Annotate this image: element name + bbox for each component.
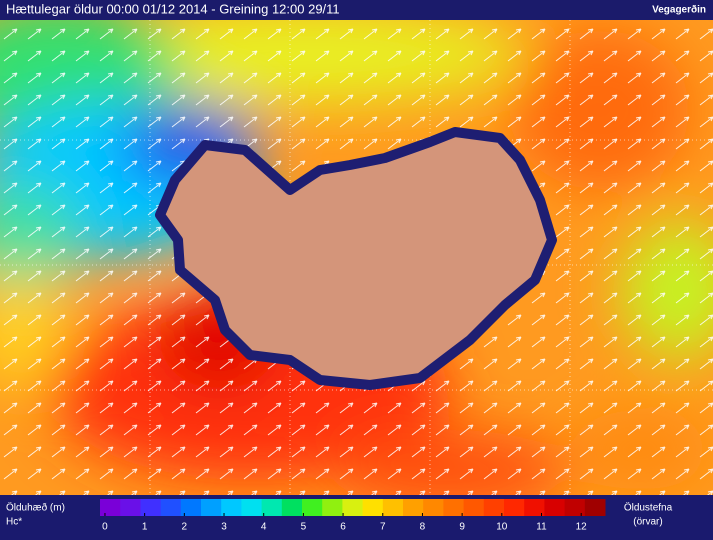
colorbar-segment xyxy=(302,499,323,516)
direction-sublabel: (örvar) xyxy=(633,517,662,528)
colorbar-segment xyxy=(403,499,424,516)
colorbar-segment xyxy=(564,499,586,516)
colorbar-segment xyxy=(221,499,242,516)
colorbar-segment xyxy=(362,499,384,516)
colorbar-segment xyxy=(524,499,545,516)
colorbar-tick-label: 8 xyxy=(420,522,426,533)
colorbar-segment xyxy=(120,499,141,516)
colorbar-tick-label: 6 xyxy=(340,522,346,533)
colorbar-segment xyxy=(180,499,202,516)
colorbar-segment xyxy=(100,499,121,516)
colorbar-tick-label: 9 xyxy=(459,522,465,533)
colorbar-segment xyxy=(160,499,182,516)
colorbar-segment xyxy=(544,499,566,516)
iceland xyxy=(155,127,557,390)
colorbar-tick-label: 12 xyxy=(576,522,588,533)
colorbar-segment xyxy=(382,499,404,516)
brand: Vegagerðin xyxy=(652,4,706,16)
colorbar-tick-label: 2 xyxy=(182,522,188,533)
header-bar xyxy=(0,0,713,20)
colorbar-segment xyxy=(201,499,222,516)
colorbar-tick-label: 5 xyxy=(301,522,307,533)
colorbar-tick-label: 11 xyxy=(536,522,547,533)
colorbar-tick-label: 0 xyxy=(102,522,108,533)
colorbar-segment xyxy=(281,499,303,516)
colorbar-segment xyxy=(483,499,505,516)
legend-label: Ölduhæð (m) xyxy=(6,502,65,514)
colorbar-tick-label: 7 xyxy=(380,522,386,533)
colorbar-tick-label: 1 xyxy=(142,522,148,533)
colorbar-segment xyxy=(463,499,485,516)
colorbar-tick-label: 4 xyxy=(261,522,267,533)
colorbar-segment xyxy=(423,499,444,516)
legend-sublabel: Hc* xyxy=(6,517,22,528)
colorbar-segment xyxy=(261,499,283,516)
wave-map xyxy=(0,20,713,495)
colorbar-segment xyxy=(322,499,343,516)
colorbar-segment xyxy=(241,499,263,516)
colorbar-segment xyxy=(342,499,364,516)
direction-label: Öldustefna xyxy=(624,502,673,514)
colorbar-segment xyxy=(504,499,525,516)
colorbar-tick-label: 10 xyxy=(496,522,508,533)
colorbar: 0 1 2 3 4 5 6 7 8 9 10 11 12 xyxy=(100,499,606,533)
map-title: Hættulegar öldur 00:00 01/12 2014 - Grei… xyxy=(6,1,340,16)
colorbar-segment xyxy=(584,499,606,516)
colorbar-segment xyxy=(443,499,465,516)
colorbar-tick-label: 3 xyxy=(221,522,227,533)
colorbar-segment xyxy=(140,499,162,516)
